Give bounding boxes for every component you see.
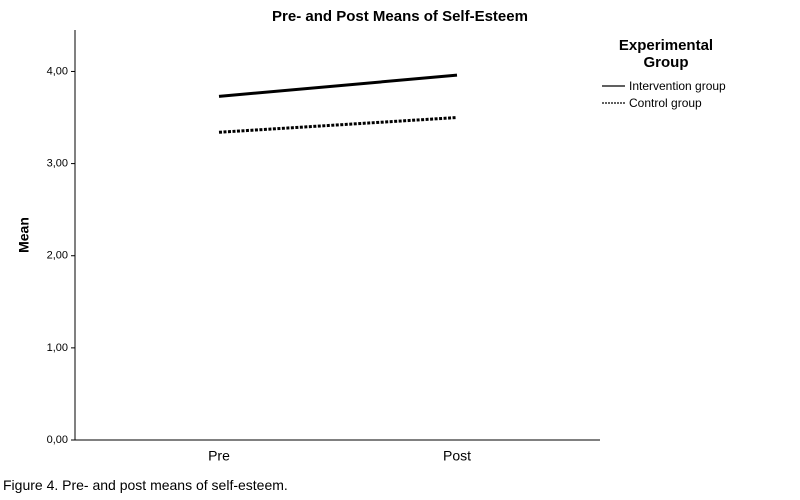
y-axis-label: Mean — [16, 217, 32, 253]
caption: Figure 4. Pre- and post means of self-es… — [3, 477, 288, 493]
legend-label: Control group — [629, 96, 702, 110]
series-line — [218, 116, 458, 134]
y-tick-label: 0,00 — [47, 434, 68, 446]
x-tick-label: Pre — [208, 448, 230, 464]
legend-title: Experimental Group — [618, 37, 714, 71]
y-tick-label: 2,00 — [47, 250, 68, 262]
chart-title: Pre- and Post Means of Self-Esteem — [272, 8, 528, 25]
x-tick-label: Post — [443, 448, 471, 464]
y-tick-label: 4,00 — [47, 65, 68, 77]
y-tick-label: 3,00 — [47, 158, 68, 170]
series-line — [218, 73, 458, 98]
y-tick-label: 1,00 — [47, 342, 68, 354]
legend-label: Intervention group — [629, 79, 726, 93]
